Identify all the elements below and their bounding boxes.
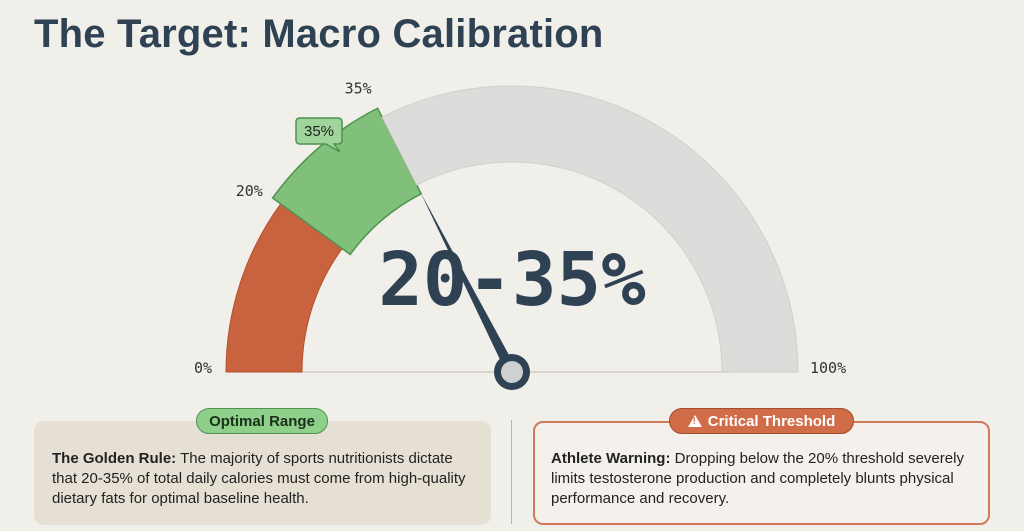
tick-label: 35% [345,80,372,98]
gauge-chart: 0% 20% 35% 100% 20-35% 35% [194,80,846,390]
section-divider [511,420,512,524]
optimal-range-badge: Optimal Range [196,408,328,434]
athlete-warning-lead: Athlete Warning: [551,450,671,467]
needle-hub-center [501,361,523,383]
gauge-needle [420,192,517,375]
tick-label: 20% [236,182,263,200]
warning-icon: ! [687,415,702,427]
optimal-range-badge-label: Optimal Range [209,412,315,430]
critical-threshold-badge: ! Critical Threshold [669,408,854,434]
athlete-warning-text: Dropping below the 20% threshold severel… [551,450,964,507]
golden-rule-text: The majority of sports nutritionists dic… [52,450,466,507]
page-title: The Target: Macro Calibration [34,12,604,56]
callout-label: 35% [304,123,334,140]
tick-label: 0% [194,359,212,377]
critical-threshold-card: Athlete Warning: Dropping below the 20% … [533,421,990,525]
tick-label: 100% [810,359,846,377]
gauge-segment [271,107,423,256]
callout-bubble [295,117,343,153]
critical-threshold-badge-label: Critical Threshold [707,412,836,430]
optimal-range-card: The Golden Rule: The majority of sports … [34,421,491,525]
center-value-label: 20-35% [378,237,646,323]
golden-rule-lead: The Golden Rule: [52,450,177,467]
gauge-segment [381,85,799,373]
